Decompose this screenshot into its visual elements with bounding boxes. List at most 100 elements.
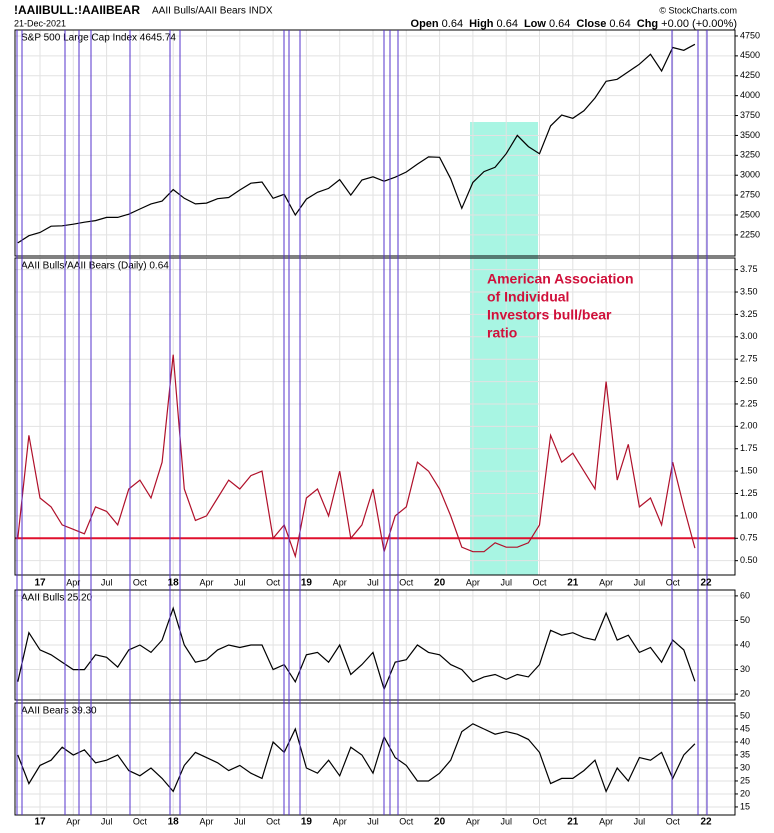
annotation: of Individual <box>487 289 569 305</box>
quote-label: Close <box>576 18 606 30</box>
x-tick-label: 21 <box>567 817 579 828</box>
quote: Open 0.64 High 0.64 Low 0.64 Close 0.64 Chg +0.00… <box>411 18 737 30</box>
x-tick-label: Jul <box>367 816 379 826</box>
y-tick-label: 0.50 <box>740 555 758 565</box>
series-line <box>17 43 696 244</box>
symbol-name: AAII Bulls/AAII Bears INDX <box>152 6 273 17</box>
x-tick-label: 21 <box>567 578 579 589</box>
quote-label: Open <box>411 18 439 30</box>
x-tick-label: Jul <box>367 577 379 587</box>
panel-frame <box>14 257 736 576</box>
x-tick-label: Apr <box>66 577 80 587</box>
annotation: ratio <box>487 325 517 341</box>
quote-label: Low <box>524 18 546 30</box>
annotation: American Association <box>487 271 634 287</box>
quote-value: 0.64 <box>549 18 570 30</box>
quote-value: 0.64 <box>609 18 630 30</box>
symbol: !AAIIBULL:!AAIIBEAR <box>14 3 140 17</box>
y-tick-label: 30 <box>740 664 750 674</box>
y-tick-label: 4500 <box>740 50 760 60</box>
x-tick-label: Oct <box>266 577 281 587</box>
series-line <box>17 723 696 793</box>
y-tick-label: 3.00 <box>740 331 758 341</box>
x-tick-label: Jul <box>634 816 646 826</box>
x-tick-label: 20 <box>434 817 446 828</box>
x-tick-label: Jul <box>500 577 512 587</box>
x-tick-label: Oct <box>532 577 547 587</box>
y-tick-label: 3000 <box>740 170 760 180</box>
x-tick-label: 22 <box>700 817 712 828</box>
y-tick-label: 2.75 <box>740 354 758 364</box>
x-tick-label: 22 <box>700 578 712 589</box>
x-tick-label: 17 <box>34 578 46 589</box>
y-tick-label: 3.25 <box>740 309 758 319</box>
panel-title: AAII Bulls/AAII Bears (Daily) 0.64 <box>21 261 169 272</box>
x-tick-label: 19 <box>301 578 313 589</box>
x-tick-label: Apr <box>466 816 480 826</box>
date: 21-Dec-2021 <box>14 18 66 28</box>
y-tick-label: 4750 <box>740 30 760 40</box>
y-tick-label: 20 <box>740 788 750 798</box>
y-tick-label: 2.00 <box>740 421 758 431</box>
x-tick-label: Jul <box>234 816 246 826</box>
panel-frame <box>14 589 736 701</box>
x-tick-label: 17 <box>34 817 46 828</box>
y-tick-label: 40 <box>740 736 750 746</box>
y-tick-label: 2500 <box>740 209 760 219</box>
x-tick-label: Apr <box>333 577 347 587</box>
x-tick-label: Jul <box>234 577 246 587</box>
x-tick-label: Oct <box>399 577 414 587</box>
x-tick-label: Apr <box>199 577 213 587</box>
y-tick-label: 1.25 <box>740 488 758 498</box>
quote-value: +0.00 (+0.00%) <box>661 18 737 30</box>
y-tick-label: 1.50 <box>740 465 758 475</box>
y-tick-label: 3500 <box>740 130 760 140</box>
y-tick-label: 30 <box>740 762 750 772</box>
quote-value: 0.64 <box>442 18 463 30</box>
y-tick-label: 35 <box>740 749 750 759</box>
panel-title: S&P 500 Large Cap Index 4645.74 <box>21 33 176 44</box>
y-tick-label: 1.00 <box>740 510 758 520</box>
x-tick-label: Oct <box>266 816 281 826</box>
y-tick-label: 25 <box>740 775 750 785</box>
source: © StockCharts.com <box>659 5 737 15</box>
quote-value: 0.64 <box>497 18 518 30</box>
annotation: Investors bull/bear <box>487 307 612 323</box>
x-tick-label: Apr <box>66 816 80 826</box>
y-tick-label: 45 <box>740 723 750 733</box>
x-tick-label: Jul <box>101 816 113 826</box>
highlight-region <box>470 122 538 575</box>
x-tick-label: Apr <box>599 816 613 826</box>
y-tick-label: 3.50 <box>740 286 758 296</box>
y-tick-label: 3250 <box>740 150 760 160</box>
x-tick-label: 18 <box>168 578 180 589</box>
y-tick-label: 2750 <box>740 189 760 199</box>
y-tick-label: 1.75 <box>740 443 758 453</box>
x-tick-label: Apr <box>599 577 613 587</box>
y-tick-label: 15 <box>740 801 750 811</box>
y-tick-label: 2.50 <box>740 376 758 386</box>
series-line <box>17 606 696 691</box>
y-tick-label: 3.75 <box>740 264 758 274</box>
y-tick-label: 4250 <box>740 70 760 80</box>
y-tick-label: 2.25 <box>740 398 758 408</box>
x-tick-label: Apr <box>466 577 480 587</box>
x-tick-label: Oct <box>666 816 681 826</box>
quote-label: High <box>469 18 494 30</box>
y-tick-label: 40 <box>740 639 750 649</box>
x-tick-label: Oct <box>399 816 414 826</box>
y-tick-label: 50 <box>740 710 750 720</box>
x-tick-label: Oct <box>133 816 148 826</box>
y-tick-label: 2250 <box>740 229 760 239</box>
x-tick-label: Oct <box>133 577 148 587</box>
quote-label: Chg <box>637 18 658 30</box>
x-tick-label: Jul <box>101 577 113 587</box>
panel-frame <box>14 29 736 257</box>
y-tick-label: 60 <box>740 590 750 600</box>
x-tick-label: Jul <box>500 816 512 826</box>
x-tick-label: 19 <box>301 817 313 828</box>
x-tick-label: 20 <box>434 578 446 589</box>
x-tick-label: Apr <box>199 816 213 826</box>
y-tick-label: 3750 <box>740 110 760 120</box>
